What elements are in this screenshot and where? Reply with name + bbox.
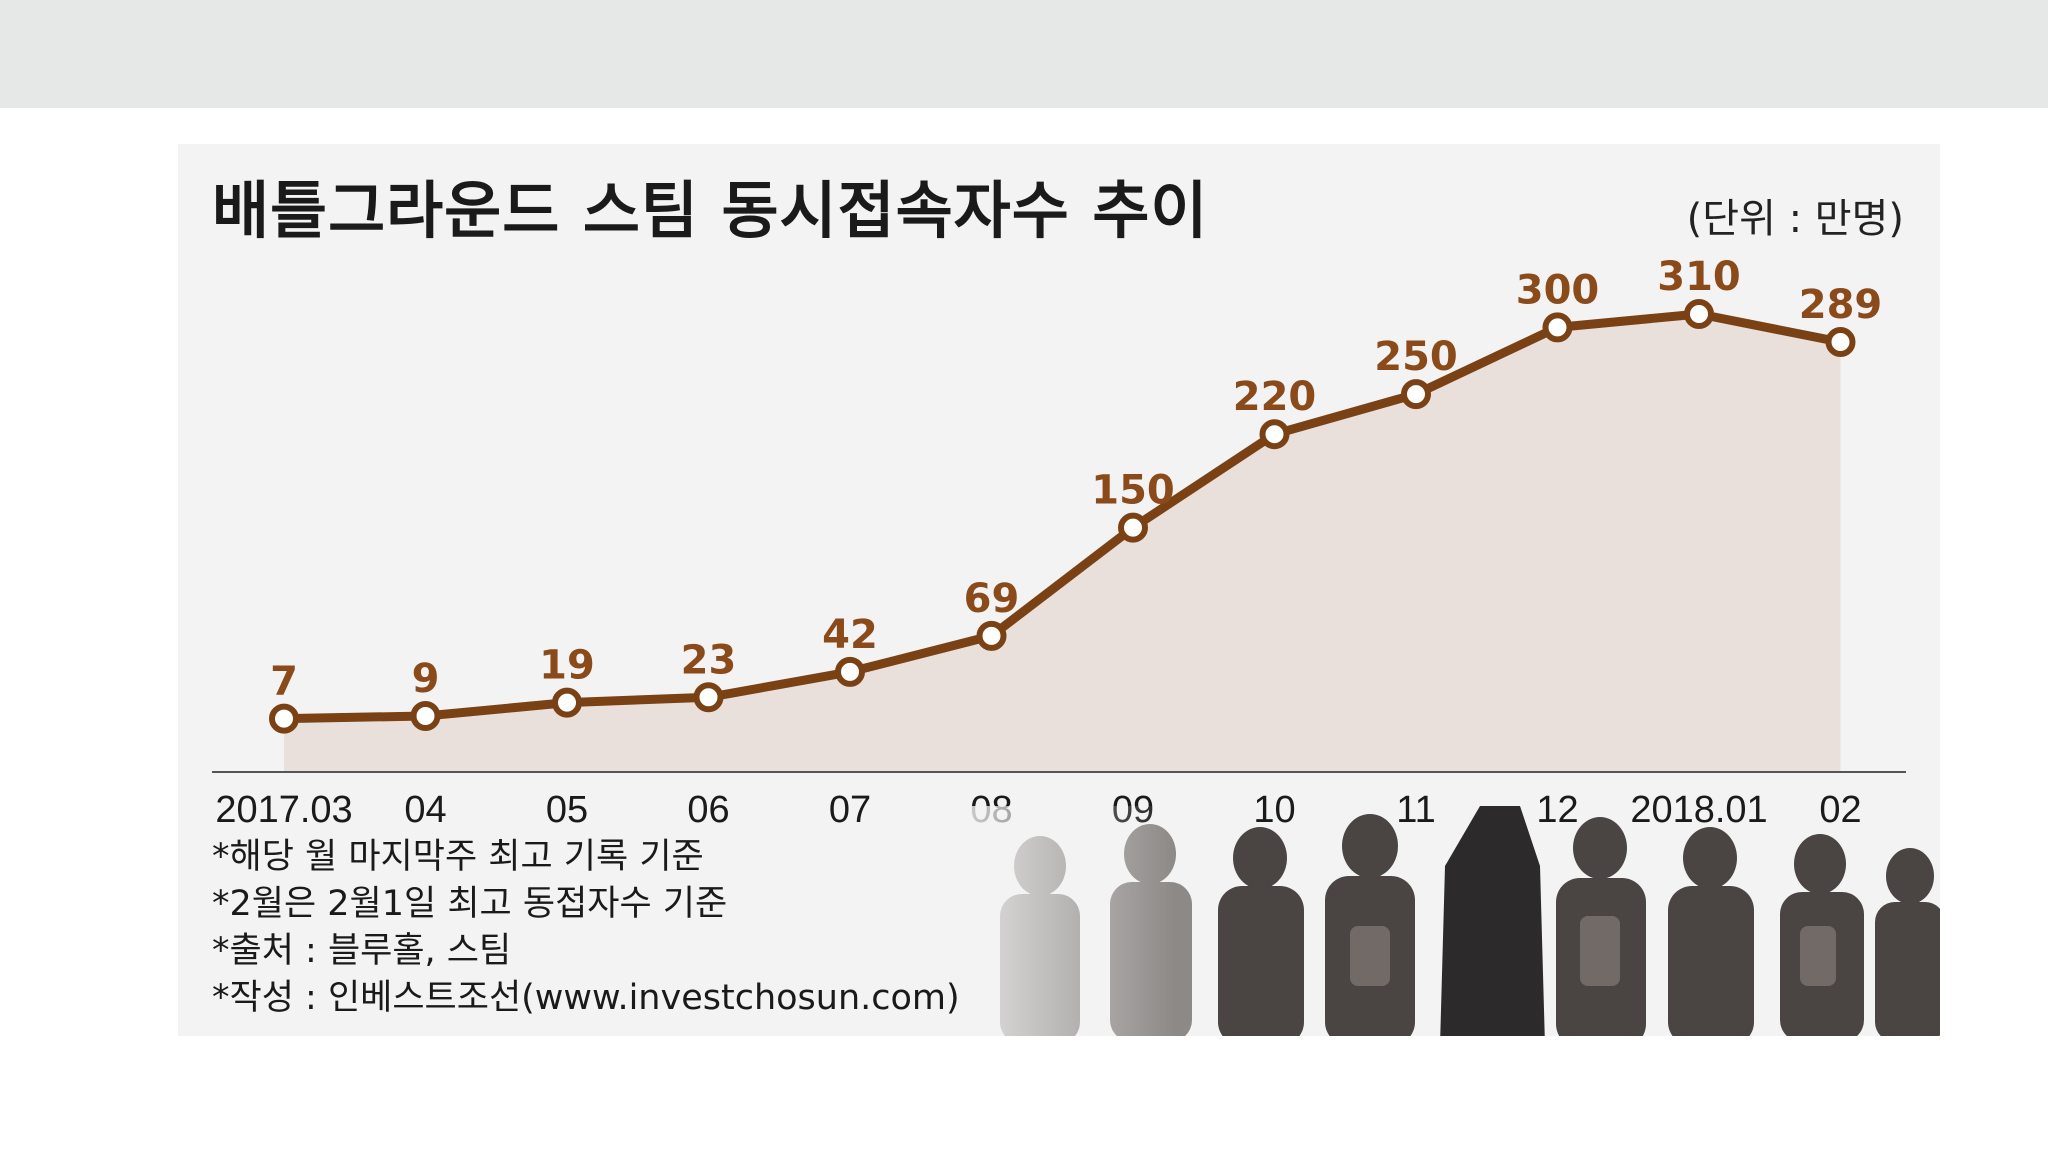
data-point <box>552 687 582 718</box>
x-tick-label: 04 <box>404 789 446 831</box>
data-label: 220 <box>1233 374 1317 420</box>
data-point <box>1684 299 1714 329</box>
x-tick-label: 2017.03 <box>215 789 352 831</box>
data-point <box>1259 419 1290 450</box>
x-tick-label: 05 <box>546 789 588 831</box>
data-label: 300 <box>1516 267 1600 313</box>
chart-notes: *해당 월 마지막주 최고 기록 기준 *2월은 2월1일 최고 동접자수 기준… <box>212 834 960 1022</box>
note-item: *출처 : 블루홀, 스팀 <box>212 931 512 971</box>
top-band <box>0 0 2048 108</box>
area-fill <box>284 314 1841 772</box>
note-item: *작성 : 인베스트조선(www.investchosun.com) <box>212 978 960 1018</box>
data-point <box>269 703 299 734</box>
data-label: 23 <box>681 637 737 683</box>
unit-label: (단위 : 만명) <box>1686 196 1904 242</box>
data-point <box>976 620 1007 651</box>
data-label: 9 <box>412 656 440 702</box>
data-label: 19 <box>539 643 595 689</box>
data-point <box>1401 379 1431 410</box>
data-point <box>1118 512 1148 543</box>
data-point <box>410 700 441 731</box>
character-lineup-illustration <box>920 806 1940 1036</box>
chart-title: 배틀그라운드 스팀 동시접속자수 추이 <box>212 174 1209 247</box>
data-point <box>835 656 865 687</box>
data-label: 250 <box>1374 334 1458 380</box>
data-label: 42 <box>822 612 878 658</box>
data-point <box>1542 312 1573 343</box>
data-label: 150 <box>1091 468 1175 514</box>
series-line <box>279 309 1845 724</box>
x-tick-label: 06 <box>687 789 729 831</box>
data-label: 310 <box>1657 254 1741 300</box>
data-label: 69 <box>964 576 1020 622</box>
note-item: *2월은 2월1일 최고 동접자수 기준 <box>212 884 728 924</box>
chart-card: 배틀그라운드 스팀 동시접속자수 추이 (단위 : 만명) <box>178 144 1940 1036</box>
data-point <box>693 682 724 713</box>
note-item: *해당 월 마지막주 최고 기록 기준 <box>212 837 704 877</box>
data-label: 7 <box>270 659 298 705</box>
data-point <box>1825 327 1856 358</box>
x-tick-label: 07 <box>829 789 871 831</box>
data-label: 289 <box>1799 282 1883 328</box>
